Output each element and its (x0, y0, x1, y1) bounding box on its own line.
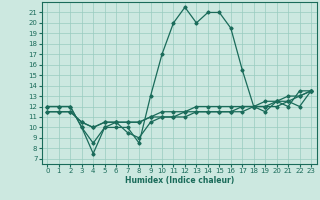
X-axis label: Humidex (Indice chaleur): Humidex (Indice chaleur) (124, 176, 234, 185)
